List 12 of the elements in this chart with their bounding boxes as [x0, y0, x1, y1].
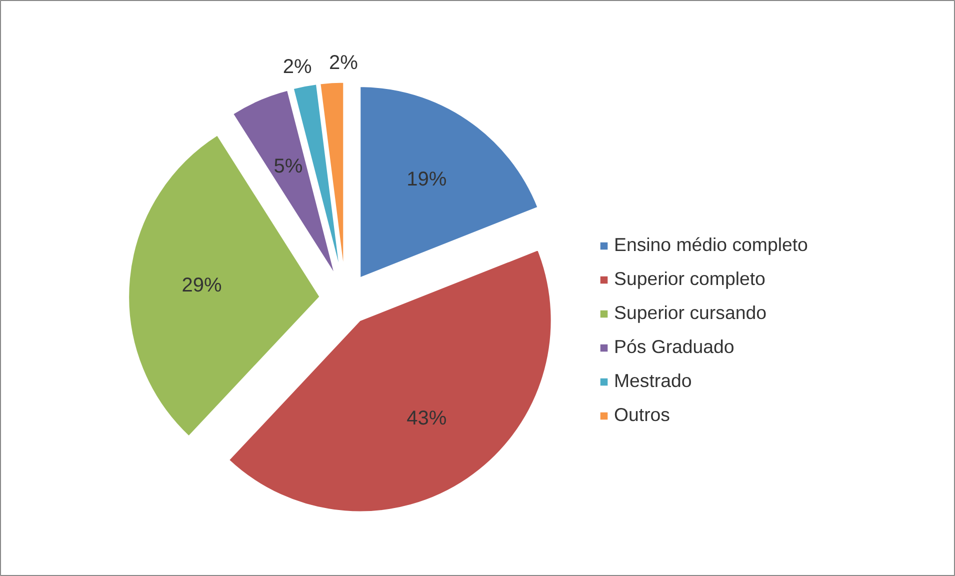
data-label: 5%: [274, 156, 303, 178]
legend-label: Superior cursando: [614, 302, 766, 324]
data-label: 43%: [406, 408, 447, 430]
legend-label: Pós Graduado: [614, 336, 734, 358]
data-label: 2%: [328, 52, 358, 74]
legend-label: Mestrado: [614, 370, 692, 392]
data-label: 29%: [182, 274, 222, 297]
legend-label: Ensino médio completo: [614, 234, 808, 256]
data-label: 2%: [282, 56, 312, 78]
legend-label: Superior completo: [614, 268, 766, 290]
legend-label: Outros: [614, 404, 670, 426]
data-label: 19%: [406, 168, 447, 191]
